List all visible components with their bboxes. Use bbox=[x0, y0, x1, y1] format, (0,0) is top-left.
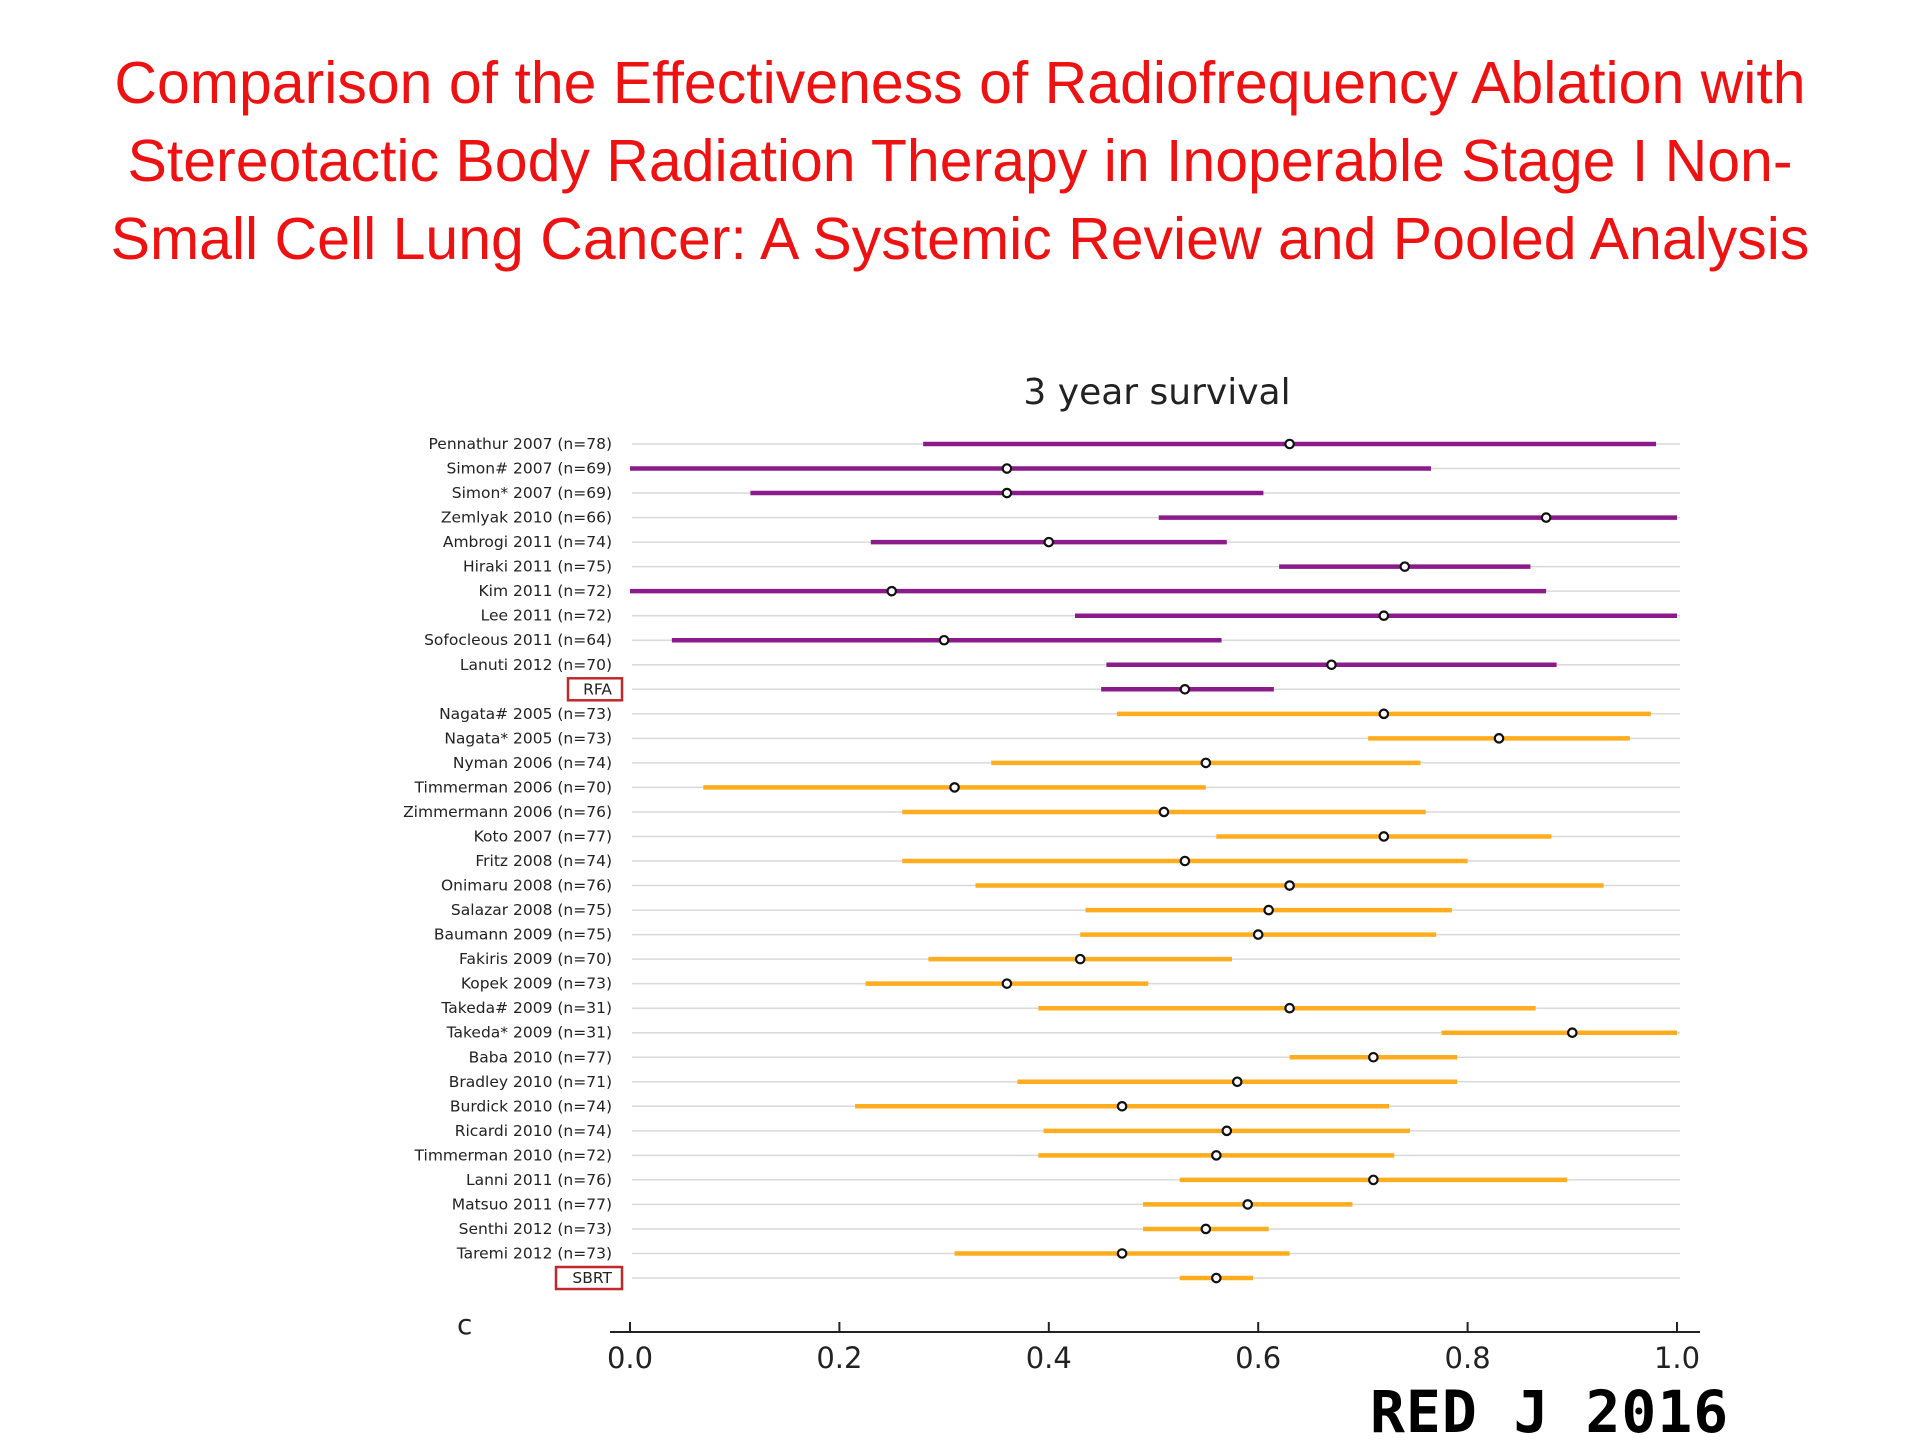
point-estimate bbox=[1368, 1051, 1379, 1063]
x-tick-label: 1.0 bbox=[1654, 1341, 1700, 1375]
x-axis: 0.0 0.2 0.4 0.6 0.8 1.0 bbox=[607, 1322, 1700, 1375]
pooled-label-rfa: RFA bbox=[583, 680, 612, 698]
forest-rows: Pennathur 2007 (n=78) Simon# 2007 (n=69) S… bbox=[403, 435, 1677, 1291]
study-label: Takeda* 2009 (n=31) bbox=[446, 1024, 612, 1042]
study-label: Bradley 2010 (n=71) bbox=[449, 1073, 612, 1091]
point-estimate bbox=[1231, 1076, 1243, 1088]
study-label: Ricardi 2010 (n=74) bbox=[455, 1122, 612, 1140]
highlight-box-sbrt bbox=[554, 1265, 624, 1291]
study-label: Burdick 2010 (n=74) bbox=[450, 1097, 612, 1115]
study-label: Nagata* 2005 (n=73) bbox=[444, 729, 612, 747]
study-label: Taremi 2012 (n=73) bbox=[456, 1244, 612, 1262]
study-label: Baba 2010 (n=77) bbox=[469, 1048, 612, 1066]
x-tick-label: 0.2 bbox=[816, 1341, 862, 1375]
point-estimate bbox=[1116, 1101, 1128, 1112]
point-estimate bbox=[1284, 880, 1295, 891]
study-label: Kim 2011 (n=72) bbox=[479, 582, 613, 600]
study-label: Takeda# 2009 (n=31) bbox=[440, 999, 612, 1017]
point-estimate bbox=[1378, 610, 1390, 622]
pooled-label-sbrt: SBRT bbox=[572, 1269, 612, 1287]
study-label: Simon# 2007 (n=69) bbox=[447, 460, 612, 478]
point-estimate bbox=[1001, 463, 1013, 474]
study-label: Senthi 2012 (n=73) bbox=[459, 1220, 612, 1238]
citation: RED J 2016 bbox=[1370, 1378, 1730, 1446]
slide-title-line-1: Comparison of the Effectiveness of Radio… bbox=[114, 50, 1806, 116]
study-label: Simon* 2007 (n=69) bbox=[452, 484, 612, 502]
x-tick-label: 0.0 bbox=[607, 1341, 653, 1375]
point-estimate bbox=[1179, 683, 1191, 695]
study-label: Matsuo 2011 (n=77) bbox=[452, 1195, 612, 1213]
point-estimate bbox=[1001, 487, 1013, 499]
study-label: Ambrogi 2011 (n=74) bbox=[443, 533, 612, 551]
study-label: Fritz 2008 (n=74) bbox=[475, 852, 612, 870]
point-estimate bbox=[1211, 1150, 1222, 1161]
point-estimate bbox=[949, 782, 960, 793]
study-label: Kopek 2009 (n=73) bbox=[461, 975, 612, 993]
point-estimate bbox=[1540, 512, 1552, 523]
point-estimate bbox=[1074, 953, 1086, 965]
study-label: Timmerman 2010 (n=72) bbox=[414, 1146, 612, 1164]
study-label: Nyman 2006 (n=74) bbox=[453, 754, 612, 772]
point-estimate bbox=[1200, 757, 1212, 769]
study-label: Koto 2007 (n=77) bbox=[474, 827, 612, 845]
x-tick-label: 0.6 bbox=[1235, 1341, 1281, 1375]
point-estimate bbox=[1368, 1174, 1379, 1186]
point-estimate bbox=[1252, 929, 1264, 940]
slide-title: Comparison of the Effectiveness of Radio… bbox=[0, 44, 1920, 278]
study-label: Hiraki 2011 (n=75) bbox=[463, 558, 612, 576]
study-label: Lanni 2011 (n=76) bbox=[466, 1171, 612, 1189]
point-estimate bbox=[1567, 1027, 1578, 1039]
point-estimate bbox=[1200, 1223, 1212, 1235]
highlight-box-rfa bbox=[566, 677, 624, 702]
point-estimate bbox=[1263, 904, 1274, 916]
study-label: Zemlyak 2010 (n=66) bbox=[441, 509, 612, 527]
x-tick-label: 0.4 bbox=[1026, 1341, 1072, 1375]
point-estimate bbox=[1221, 1125, 1233, 1137]
point-estimate bbox=[1493, 733, 1505, 744]
point-estimate bbox=[886, 585, 898, 597]
point-estimate bbox=[1179, 855, 1191, 867]
point-estimate bbox=[1378, 708, 1390, 720]
point-estimate bbox=[1399, 561, 1411, 572]
point-estimate bbox=[938, 634, 950, 646]
study-label: Fakiris 2009 (n=70) bbox=[459, 950, 612, 968]
point-estimate bbox=[1043, 536, 1055, 548]
study-label: Lanuti 2012 (n=70) bbox=[460, 656, 612, 674]
point-estimate bbox=[1211, 1272, 1222, 1284]
study-label: Zimmermann 2006 (n=76) bbox=[403, 803, 612, 821]
x-tick-label: 0.8 bbox=[1445, 1341, 1491, 1375]
study-label: Lee 2011 (n=72) bbox=[481, 607, 612, 625]
point-estimate bbox=[1001, 978, 1013, 989]
study-label: Baumann 2009 (n=75) bbox=[434, 926, 612, 944]
point-estimate bbox=[1242, 1199, 1254, 1210]
point-estimate bbox=[1284, 1002, 1295, 1014]
point-estimate bbox=[1284, 438, 1295, 450]
point-estimate bbox=[1326, 659, 1337, 671]
panel-label: c bbox=[457, 1308, 473, 1341]
point-estimate bbox=[1116, 1248, 1128, 1259]
slide-title-line-2: Stereotactic Body Radiation Therapy in I… bbox=[127, 128, 1793, 194]
study-label: Pennathur 2007 (n=78) bbox=[428, 435, 612, 453]
study-label: Salazar 2008 (n=75) bbox=[451, 901, 612, 919]
study-label: Sofocleous 2011 (n=64) bbox=[424, 631, 612, 649]
study-label: Timmerman 2006 (n=70) bbox=[414, 778, 612, 796]
slide-title-line-3: Small Cell Lung Cancer: A Systemic Revie… bbox=[110, 206, 1810, 272]
point-estimate bbox=[1158, 806, 1170, 818]
study-label: Onimaru 2008 (n=76) bbox=[441, 877, 612, 895]
point-estimate bbox=[1378, 831, 1390, 842]
study-label: Nagata# 2005 (n=73) bbox=[439, 705, 612, 723]
chart-title: 3 year survival bbox=[1023, 372, 1290, 413]
